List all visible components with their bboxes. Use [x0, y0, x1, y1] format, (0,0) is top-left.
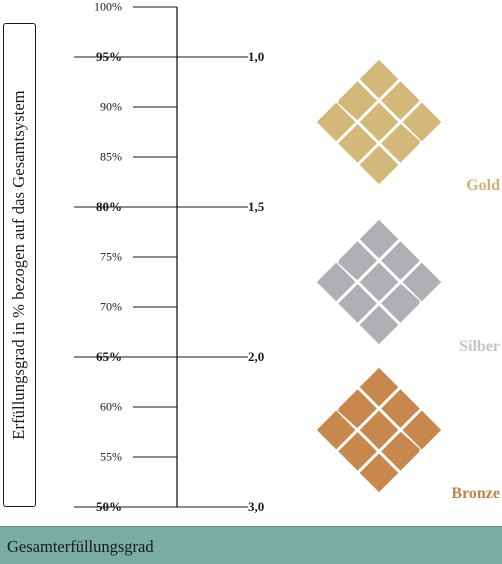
medal-tile-gold-5 [402, 102, 442, 142]
medal-tile-bronze-8 [359, 453, 399, 493]
medal-tile-bronze-0 [359, 367, 399, 407]
medal-tile-silber-0 [359, 219, 399, 259]
medal-wing-left-silber [337, 262, 375, 280]
tick-label-60: 60% [100, 399, 122, 414]
medal-tile-gold-6 [338, 124, 377, 163]
medal-tile-gold-3 [316, 102, 356, 142]
tick-label-55: 55% [100, 449, 122, 464]
tick-label-95: 95% [96, 49, 122, 64]
medal-logo-silber [316, 219, 442, 345]
medal-tile-bronze-6 [338, 432, 377, 471]
tick-label-100: 100% [94, 0, 122, 14]
medal-wing-right-gold [383, 124, 421, 142]
medal-tile-bronze-5 [402, 410, 442, 450]
grade-label-2-0: 2,0 [248, 349, 265, 364]
medal-label-bronze: Bronze [451, 485, 500, 502]
medal-tile-gold-2 [381, 81, 420, 120]
medal-tile-bronze-4 [359, 410, 399, 450]
axis-title-box [3, 23, 36, 507]
medal-tile-bronze-3 [316, 410, 356, 450]
tick-label-70: 70% [100, 299, 122, 314]
tick-label-80: 80% [96, 199, 122, 214]
medal-wing-right-silber [383, 284, 421, 302]
medal-tile-silber-3 [316, 262, 356, 302]
grade-label-1-0: 1,0 [248, 49, 265, 64]
grade-label-3-0: 3,0 [248, 499, 265, 514]
medal-wing-left-bronze [337, 410, 375, 428]
medal-wing-right-bronze [383, 432, 421, 450]
medal-tile-gold-8 [359, 145, 399, 185]
medal-wing-left-gold [337, 102, 375, 120]
medal-logo-gold [316, 59, 442, 185]
tick-label-90: 90% [100, 99, 122, 114]
footer-label: Gesamterfüllungsgrad [7, 537, 154, 556]
footer-bar: Gesamterfüllungsgrad [0, 526, 502, 564]
tick-label-65: 65% [96, 349, 122, 364]
medal-tile-silber-5 [402, 262, 442, 302]
medal-logo-bronze [316, 367, 442, 493]
medal-label-silber: Silber [459, 338, 500, 355]
medal-tile-silber-2 [381, 241, 420, 280]
medal-label-gold: Gold [466, 177, 500, 194]
tick-label-50: 50% [96, 499, 122, 514]
medal-tile-bronze-2 [381, 389, 420, 428]
tick-label-85: 85% [100, 149, 122, 164]
tick-label-75: 75% [100, 249, 122, 264]
medal-tile-silber-8 [359, 305, 399, 345]
medal-tile-gold-0 [359, 59, 399, 99]
medal-tile-gold-4 [359, 102, 399, 142]
medal-tile-silber-6 [338, 284, 377, 323]
medal-tile-silber-4 [359, 262, 399, 302]
grade-label-1-5: 1,5 [248, 199, 265, 214]
